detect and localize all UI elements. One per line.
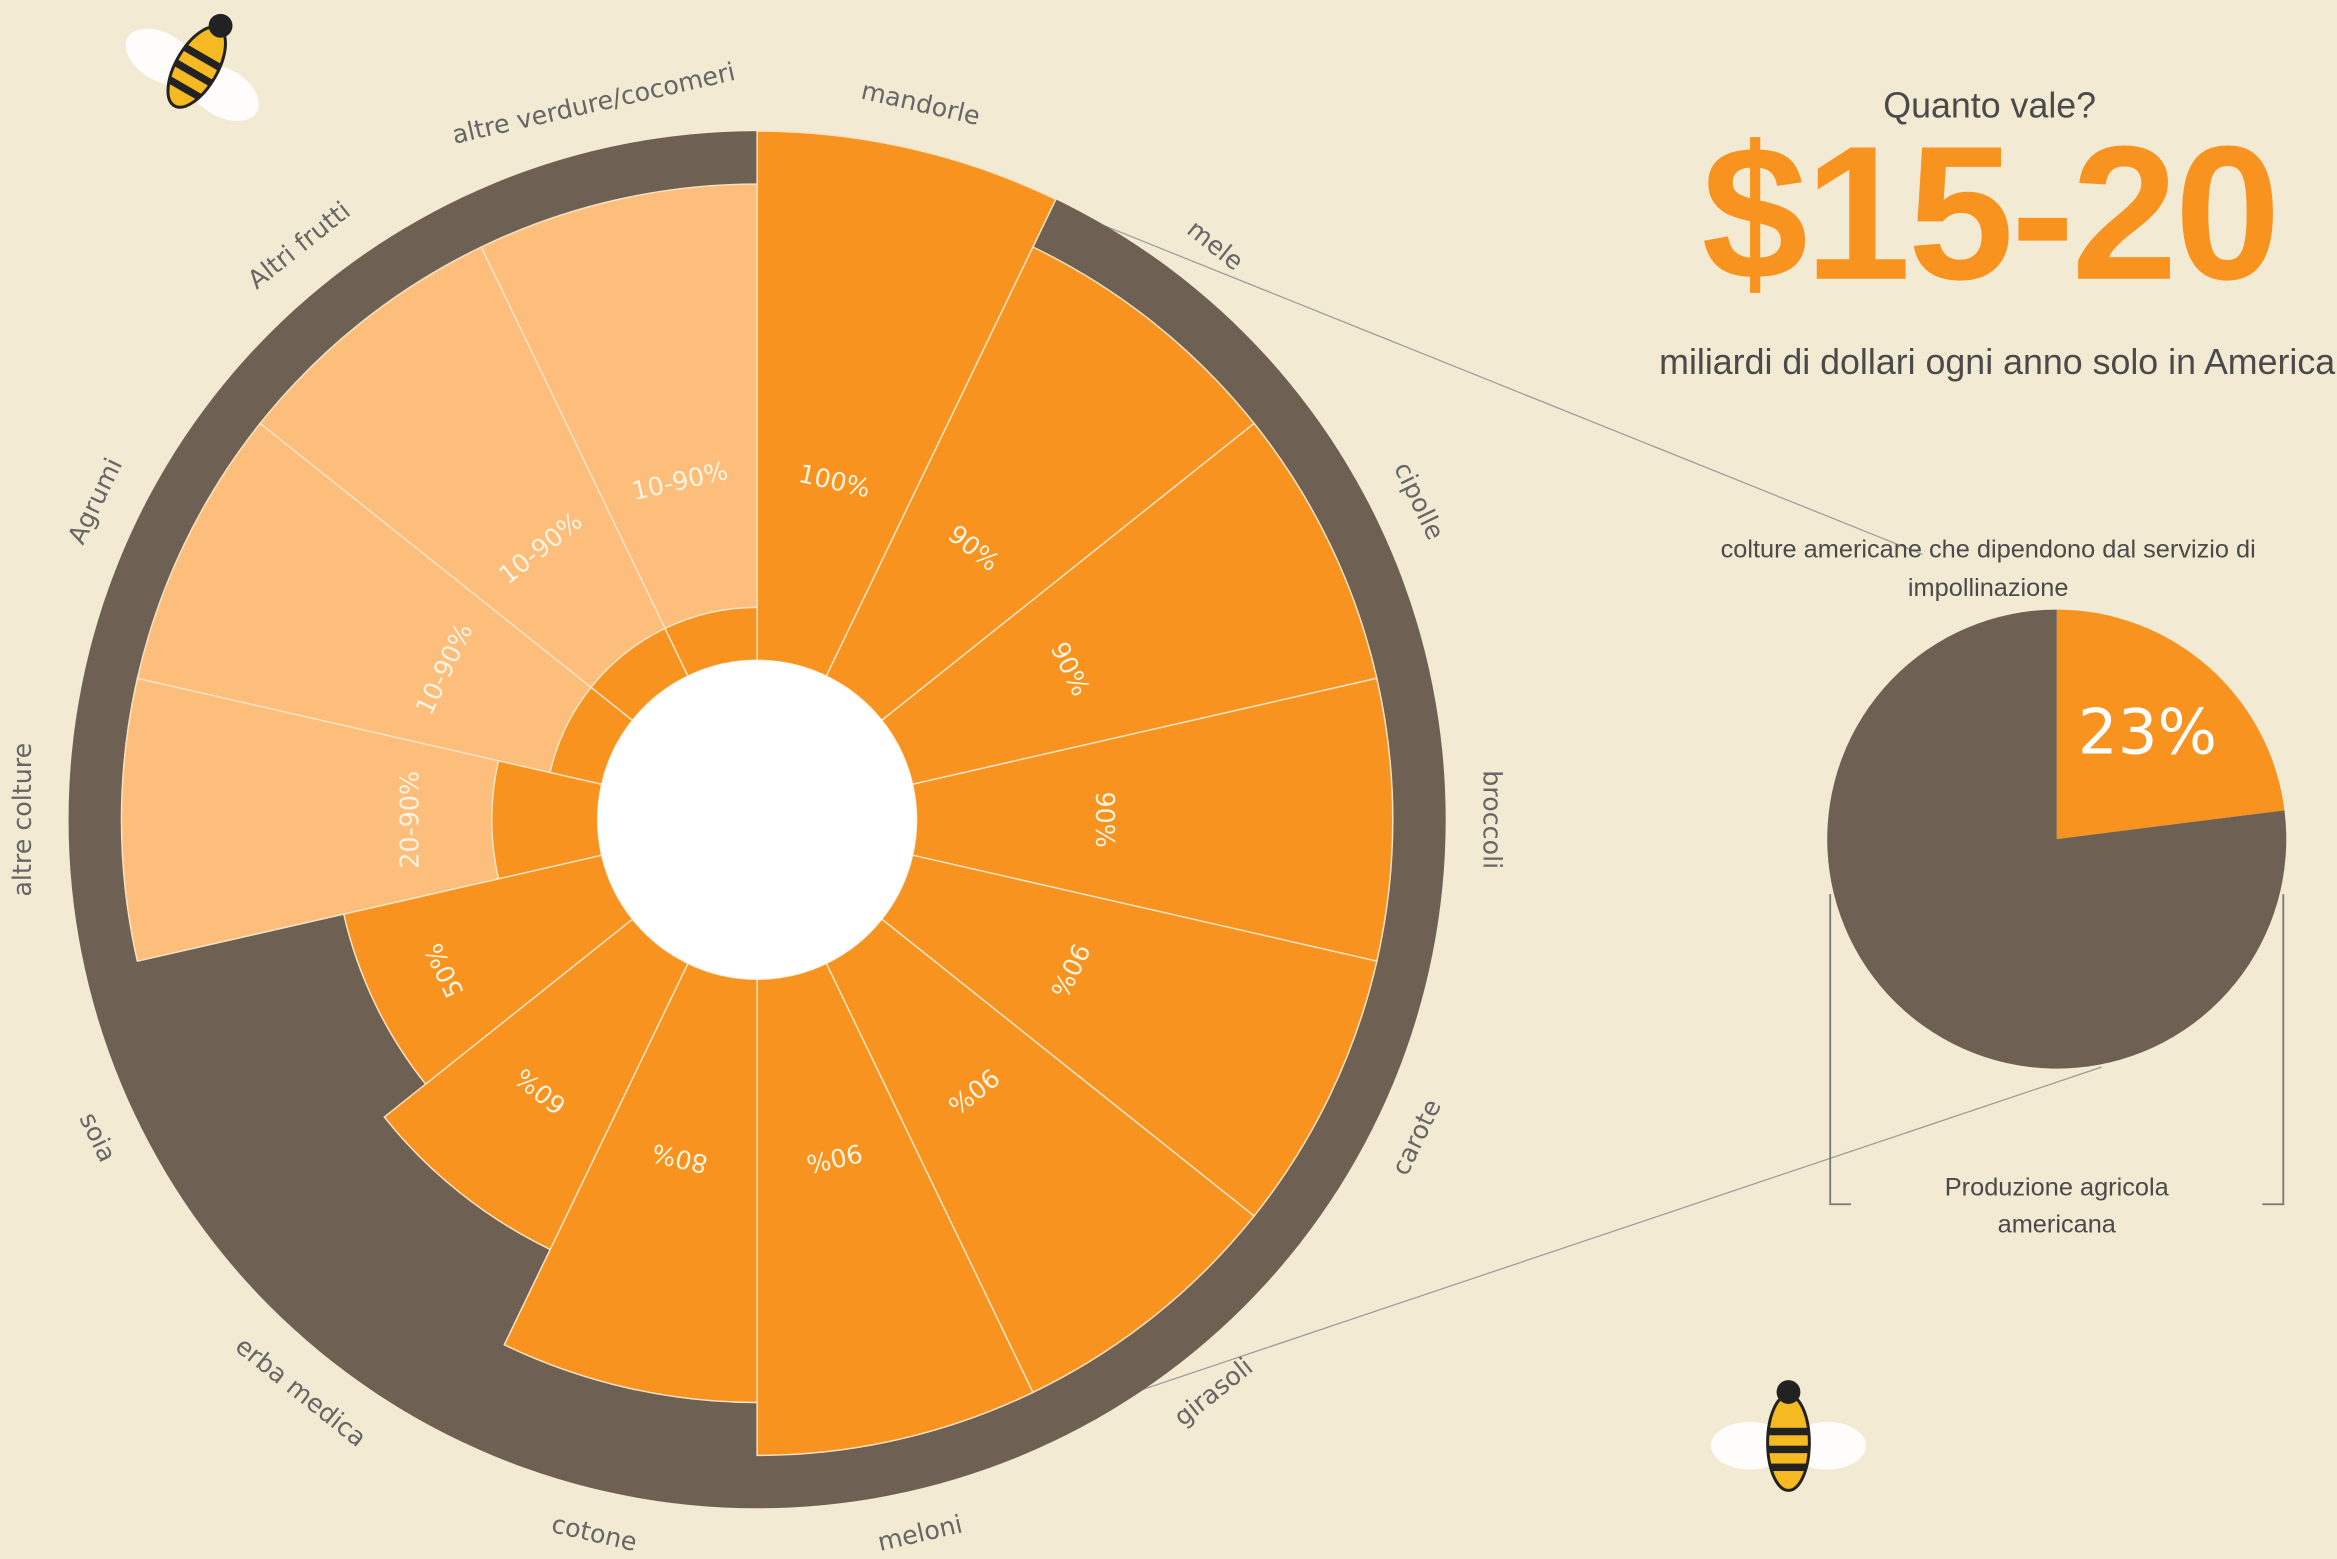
subtitle: miliardi di dollari ogni anno solo in Am… [1654,340,2337,386]
pie-caption: Produzione agricola americana [1893,1168,2221,1243]
value-label: 20-90% [394,771,424,869]
bracket-right [2262,894,2283,1204]
pie-label: 23% [2078,695,2217,768]
infographic: 100%mandorle90%mele90%cipolle90%broccoli… [0,0,2337,1559]
category-label: meloni [875,1508,965,1556]
category-label: altre colture [7,743,37,897]
bee-stripe [1771,1464,1807,1471]
center-hole [598,660,917,979]
category-label: mele [1182,214,1250,277]
category-label: broccoli [1477,770,1507,869]
pie-title: colture americane che dipendono dal serv… [1639,531,2337,609]
bee-body [1768,1395,1810,1490]
category-label: cotone [549,1508,640,1556]
page: {"headline": {"question": "Quanto vale?"… [0,0,2337,1559]
category-label: mandorle [858,75,983,131]
bee-head [1777,1380,1801,1404]
value-label: 90% [1090,792,1120,848]
bee [1711,1380,1866,1490]
bee-stripe [1768,1446,1810,1453]
category-label: soia [74,1107,123,1166]
amount: $15-20 [1595,104,2337,323]
category-label: girasoli [1168,1351,1258,1432]
category-label: Agrumi [61,453,128,549]
category-label: carote [1385,1094,1447,1179]
category-label: cipolle [1388,457,1451,544]
bee-stripe [1768,1428,1810,1435]
bee [110,0,291,143]
